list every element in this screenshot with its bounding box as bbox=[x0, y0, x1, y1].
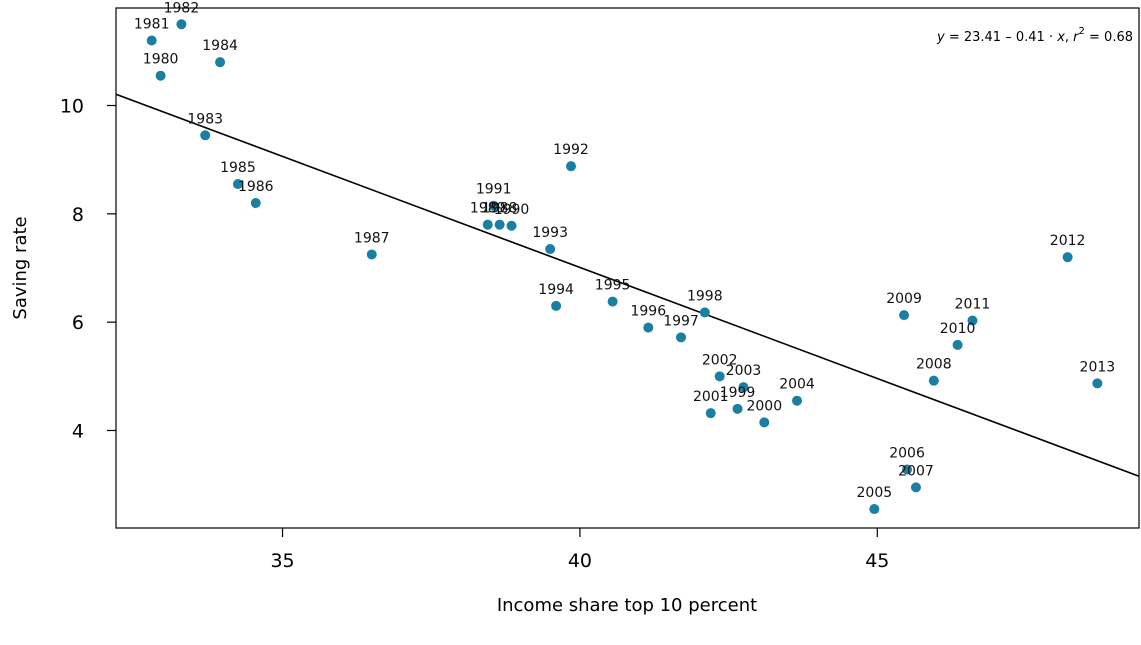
x-tick-label: 45 bbox=[865, 550, 889, 572]
point-label-2011: 2011 bbox=[955, 297, 991, 313]
data-point-1994 bbox=[551, 300, 562, 311]
point-label-2009: 2009 bbox=[886, 291, 922, 307]
data-point-2011 bbox=[967, 315, 978, 326]
point-label-2004: 2004 bbox=[779, 377, 815, 393]
point-label-2002: 2002 bbox=[702, 352, 738, 368]
eq-x-var: x bbox=[1056, 30, 1065, 45]
point-label-2010: 2010 bbox=[940, 321, 976, 337]
data-point-1999 bbox=[732, 403, 743, 414]
data-point-1995 bbox=[607, 296, 618, 307]
data-point-1993 bbox=[545, 244, 556, 255]
point-label-2006: 2006 bbox=[889, 446, 925, 462]
x-tick-label: 35 bbox=[270, 550, 294, 572]
point-label-1998: 1998 bbox=[687, 288, 723, 304]
data-point-2004 bbox=[792, 395, 803, 406]
x-tick-label: 40 bbox=[568, 550, 592, 572]
data-point-1988 bbox=[494, 219, 505, 230]
point-label-2001: 2001 bbox=[693, 389, 729, 405]
point-label-1999: 1999 bbox=[720, 385, 756, 401]
points-layer bbox=[146, 19, 1103, 515]
point-label-1980: 1980 bbox=[143, 52, 179, 68]
data-point-2012 bbox=[1062, 252, 1073, 263]
data-point-2008 bbox=[928, 375, 939, 386]
data-point-1989 bbox=[482, 219, 493, 230]
y-tick-label: 6 bbox=[72, 312, 84, 334]
data-point-2003 bbox=[738, 382, 749, 393]
data-point-1990 bbox=[506, 220, 517, 231]
y-tick-label: 4 bbox=[72, 421, 84, 443]
point-label-1982: 1982 bbox=[164, 0, 200, 16]
data-point-1986 bbox=[250, 198, 261, 208]
data-point-1985 bbox=[232, 179, 243, 190]
point-label-1996: 1996 bbox=[630, 304, 666, 320]
data-point-2007 bbox=[910, 482, 921, 493]
data-point-1980 bbox=[155, 70, 166, 81]
regression-equation: y = 23.41 – 0.41 · x, r2 = 0.68 bbox=[936, 26, 1133, 45]
data-point-1981 bbox=[146, 35, 157, 46]
plot-area-frame bbox=[115, 7, 1140, 529]
point-label-1992: 1992 bbox=[553, 142, 589, 158]
data-point-2002 bbox=[714, 371, 725, 382]
eq-comma: , bbox=[1065, 30, 1073, 45]
data-point-2005 bbox=[869, 504, 880, 515]
point-label-2012: 2012 bbox=[1050, 233, 1086, 249]
eq-r-var: r bbox=[1073, 30, 1080, 45]
point-label-2000: 2000 bbox=[746, 398, 782, 414]
point-label-2008: 2008 bbox=[916, 357, 952, 373]
point-label-1988: 1988 bbox=[482, 201, 518, 217]
point-label-1983: 1983 bbox=[187, 111, 223, 127]
data-point-2013 bbox=[1092, 378, 1103, 389]
point-label-1986: 1986 bbox=[238, 179, 274, 195]
eq-middle: = 23.41 – 0.41 · bbox=[945, 30, 1057, 45]
point-label-2005: 2005 bbox=[857, 485, 893, 501]
point-label-1994: 1994 bbox=[538, 282, 574, 298]
point-label-1990: 1990 bbox=[494, 202, 530, 218]
data-point-1992 bbox=[565, 161, 576, 172]
eq-r-value: = 0.68 bbox=[1085, 30, 1133, 45]
point-label-2007: 2007 bbox=[898, 463, 934, 479]
point-label-1989: 1989 bbox=[470, 201, 506, 217]
point-label-2003: 2003 bbox=[726, 363, 762, 379]
point-label-1987: 1987 bbox=[354, 230, 390, 246]
eq-r-superscript: 2 bbox=[1079, 26, 1085, 37]
data-point-1998 bbox=[699, 307, 710, 318]
data-point-1984 bbox=[215, 57, 226, 68]
regression-layer bbox=[116, 93, 1139, 477]
x-axis-title: Income share top 10 percent bbox=[497, 595, 757, 616]
data-point-2010 bbox=[952, 339, 963, 350]
point-label-1995: 1995 bbox=[595, 278, 631, 294]
point-label-1981: 1981 bbox=[134, 17, 170, 33]
point-label-1991: 1991 bbox=[476, 182, 512, 198]
point-label-1984: 1984 bbox=[202, 38, 238, 54]
y-tick-label: 8 bbox=[72, 204, 84, 226]
eq-y-var: y bbox=[936, 30, 945, 45]
data-point-1983 bbox=[200, 130, 211, 141]
data-point-1982 bbox=[176, 19, 187, 30]
data-point-2001 bbox=[705, 408, 716, 419]
point-label-1985: 1985 bbox=[220, 160, 256, 176]
y-axis-title: Saving rate bbox=[10, 216, 31, 319]
y-axis: 4 6 8 10 bbox=[60, 96, 116, 443]
y-tick-label: 10 bbox=[60, 96, 84, 118]
data-point-2000 bbox=[759, 417, 770, 428]
point-label-2013: 2013 bbox=[1080, 359, 1116, 375]
data-point-2009 bbox=[899, 310, 910, 321]
data-point-2006 bbox=[902, 464, 913, 475]
x-axis: 35 40 45 bbox=[270, 528, 889, 572]
regression-line bbox=[116, 93, 1139, 477]
point-label-1993: 1993 bbox=[532, 225, 568, 241]
data-point-1997 bbox=[676, 332, 687, 343]
data-point-1987 bbox=[366, 249, 377, 260]
point-label-1997: 1997 bbox=[663, 313, 699, 329]
data-point-1996 bbox=[643, 322, 654, 333]
data-point-1991 bbox=[488, 200, 499, 211]
